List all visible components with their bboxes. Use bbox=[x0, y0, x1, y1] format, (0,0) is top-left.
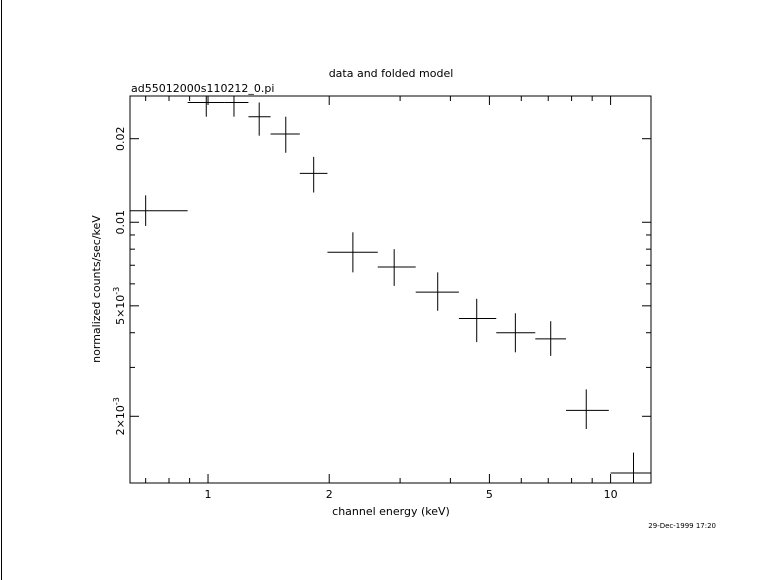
y-axis-label: normalized counts/sec/keV bbox=[90, 215, 103, 363]
data-point bbox=[377, 249, 416, 286]
data-point bbox=[415, 272, 459, 311]
data-point bbox=[458, 298, 497, 343]
y-tick-label: 0.01 bbox=[114, 210, 127, 235]
x-axis-ticks bbox=[145, 96, 612, 483]
y-tick-label: 2×10-3 bbox=[112, 397, 127, 435]
data-point bbox=[299, 156, 328, 193]
data-point bbox=[224, 96, 249, 117]
chart-title: data and folded model bbox=[329, 67, 454, 80]
x-axis-tick-labels: 1 2 5 10 bbox=[205, 488, 618, 501]
data-point bbox=[270, 116, 300, 153]
x-tick-label: 5 bbox=[486, 488, 493, 501]
timestamp: 29-Dec-1999 17:20 bbox=[648, 522, 716, 530]
x-tick-label: 10 bbox=[604, 488, 618, 501]
x-tick-label: 2 bbox=[326, 488, 333, 501]
plot-area bbox=[129, 95, 652, 484]
y-axis-tick-labels: 2×10-3 5×10-3 0.01 0.02 bbox=[112, 126, 127, 435]
data-point bbox=[610, 452, 651, 483]
data-series bbox=[130, 96, 651, 483]
y-tick-label: 0.02 bbox=[114, 126, 127, 151]
chart-subtitle: ad55012000s110212_0.pi bbox=[131, 82, 274, 95]
x-axis-label: channel energy (keV) bbox=[332, 505, 450, 518]
data-point bbox=[535, 321, 567, 356]
data-point bbox=[248, 102, 271, 136]
y-axis-ticks bbox=[130, 138, 651, 417]
data-point bbox=[130, 195, 188, 226]
data-point bbox=[566, 389, 609, 429]
x-tick-label: 1 bbox=[205, 488, 212, 501]
data-point bbox=[327, 232, 378, 273]
data-point bbox=[496, 313, 536, 353]
data-point bbox=[187, 96, 225, 117]
y-tick-label: 5×10-3 bbox=[112, 287, 127, 325]
